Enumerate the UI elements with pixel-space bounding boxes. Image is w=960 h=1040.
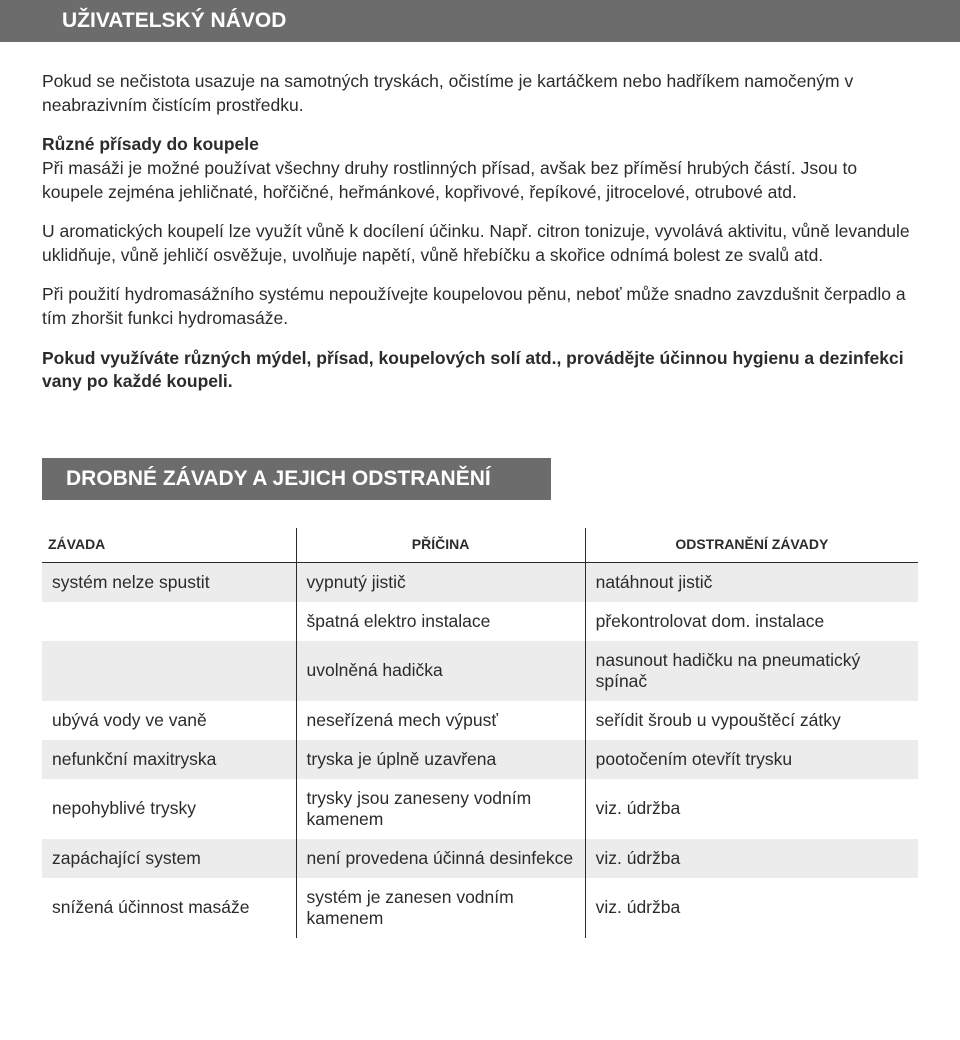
paragraph-2-rest: Při masáži je možné používat všechny dru… [42, 158, 857, 202]
table-cell [42, 602, 296, 641]
table-cell: pootočením otevřít trysku [585, 740, 918, 779]
th-remedy: ODSTRANĚNÍ ZÁVADY [585, 528, 918, 563]
table-row: uvolněná hadičkanasunout hadičku na pneu… [42, 641, 918, 701]
table-cell: překontrolovat dom. instalace [585, 602, 918, 641]
table-cell: ubývá vody ve vaně [42, 701, 296, 740]
table-row: ubývá vody ve vaněneseřízená mech výpusť… [42, 701, 918, 740]
section-title: DROBNÉ ZÁVADY A JEJICH ODSTRANĚNÍ [66, 467, 491, 490]
body-text-block: Pokud se nečistota usazuje na samotných … [42, 70, 918, 394]
table-cell: nepohyblivé trysky [42, 779, 296, 839]
troubleshoot-table: ZÁVADA PŘÍČINA ODSTRANĚNÍ ZÁVADY systém … [42, 528, 918, 938]
table-cell: snížená účinnost masáže [42, 878, 296, 938]
paragraph-4: Při použití hydromasážního systému nepou… [42, 283, 918, 330]
paragraph-3: U aromatických koupelí lze využít vůně k… [42, 220, 918, 267]
page-header-bar: UŽIVATELSKÝ NÁVOD [0, 0, 960, 42]
table-cell: zapáchající system [42, 839, 296, 878]
table-cell: systém je zanesen vodním kamenem [296, 878, 585, 938]
table-row: systém nelze spustitvypnutý jističnatáhn… [42, 562, 918, 602]
table-header-row: ZÁVADA PŘÍČINA ODSTRANĚNÍ ZÁVADY [42, 528, 918, 563]
th-fault: ZÁVADA [42, 528, 296, 563]
table-cell: seřídit šroub u vypouštěcí zátky [585, 701, 918, 740]
table-cell: nefunkční maxitryska [42, 740, 296, 779]
table-cell: trysky jsou zaneseny vodním kamenem [296, 779, 585, 839]
th-cause: PŘÍČINA [296, 528, 585, 563]
table-row: nefunkční maxitryskatryska je úplně uzav… [42, 740, 918, 779]
paragraph-5: Pokud využíváte různých mýdel, přísad, k… [42, 347, 918, 394]
table-cell: viz. údržba [585, 779, 918, 839]
table-cell: systém nelze spustit [42, 562, 296, 602]
table-cell: natáhnout jistič [585, 562, 918, 602]
table-cell: nasunout hadičku na pneumatický spínač [585, 641, 918, 701]
paragraph-1: Pokud se nečistota usazuje na samotných … [42, 70, 918, 117]
paragraph-2: Různé přísady do koupele Při masáži je m… [42, 133, 918, 204]
table-cell: viz. údržba [585, 878, 918, 938]
table-row: špatná elektro instalacepřekontrolovat d… [42, 602, 918, 641]
paragraph-2-lead: Různé přísady do koupele [42, 134, 259, 154]
table-row: zapáchající systemnení provedena účinná … [42, 839, 918, 878]
table-cell: tryska je úplně uzavřena [296, 740, 585, 779]
table-row: nepohyblivé tryskytrysky jsou zaneseny v… [42, 779, 918, 839]
page-title: UŽIVATELSKÝ NÁVOD [62, 9, 286, 32]
table-cell: viz. údržba [585, 839, 918, 878]
table-cell: špatná elektro instalace [296, 602, 585, 641]
table-cell [42, 641, 296, 701]
table-row: snížená účinnost masážesystém je zanesen… [42, 878, 918, 938]
table-cell: není provedena účinná desinfekce [296, 839, 585, 878]
table-cell: neseřízená mech výpusť [296, 701, 585, 740]
section-header-bar: DROBNÉ ZÁVADY A JEJICH ODSTRANĚNÍ [42, 458, 551, 500]
table-cell: vypnutý jistič [296, 562, 585, 602]
table-cell: uvolněná hadička [296, 641, 585, 701]
